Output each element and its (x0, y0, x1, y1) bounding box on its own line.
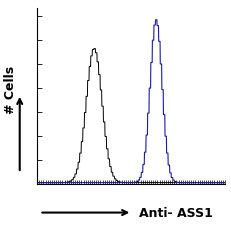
Text: # Cells: # Cells (4, 66, 17, 114)
Text: Anti- ASS1: Anti- ASS1 (139, 206, 212, 219)
